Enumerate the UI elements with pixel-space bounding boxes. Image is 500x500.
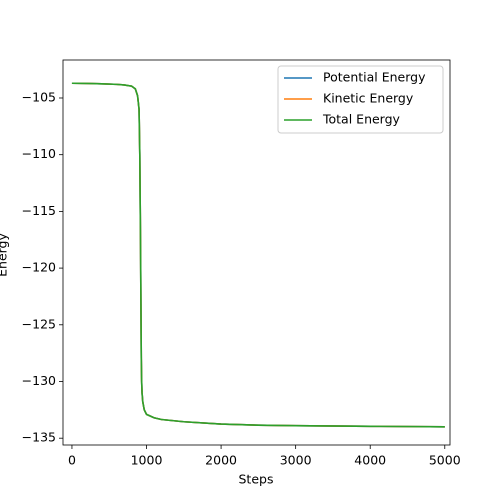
x-tick-label: 0: [68, 453, 76, 468]
x-tick-label: 3000: [280, 453, 312, 468]
y-tick-label: −135: [22, 430, 56, 445]
x-tick-label: 4000: [354, 453, 386, 468]
legend-label: Kinetic Energy: [323, 91, 414, 106]
y-tick-label: −125: [22, 316, 56, 331]
y-tick-label: −130: [22, 373, 56, 388]
y-tick-label: −105: [22, 89, 56, 104]
series-line: [71, 82, 445, 428]
y-tick-label: −110: [22, 146, 56, 161]
x-tick-label: 2000: [205, 453, 237, 468]
legend-label: Potential Energy: [323, 70, 426, 85]
series-line: [71, 82, 445, 428]
y-tick-label: −115: [22, 203, 56, 218]
plot-frame: [62, 59, 451, 446]
x-tick-label: 1000: [131, 453, 163, 468]
legend-box: [277, 65, 444, 134]
x-tick-label: 5000: [429, 453, 461, 468]
y-axis-label: Energy: [0, 233, 10, 277]
series-line: [71, 82, 445, 428]
x-axis-label: Steps: [239, 472, 274, 487]
legend-label: Total Energy: [322, 112, 401, 127]
y-tick-label: −120: [22, 260, 56, 275]
